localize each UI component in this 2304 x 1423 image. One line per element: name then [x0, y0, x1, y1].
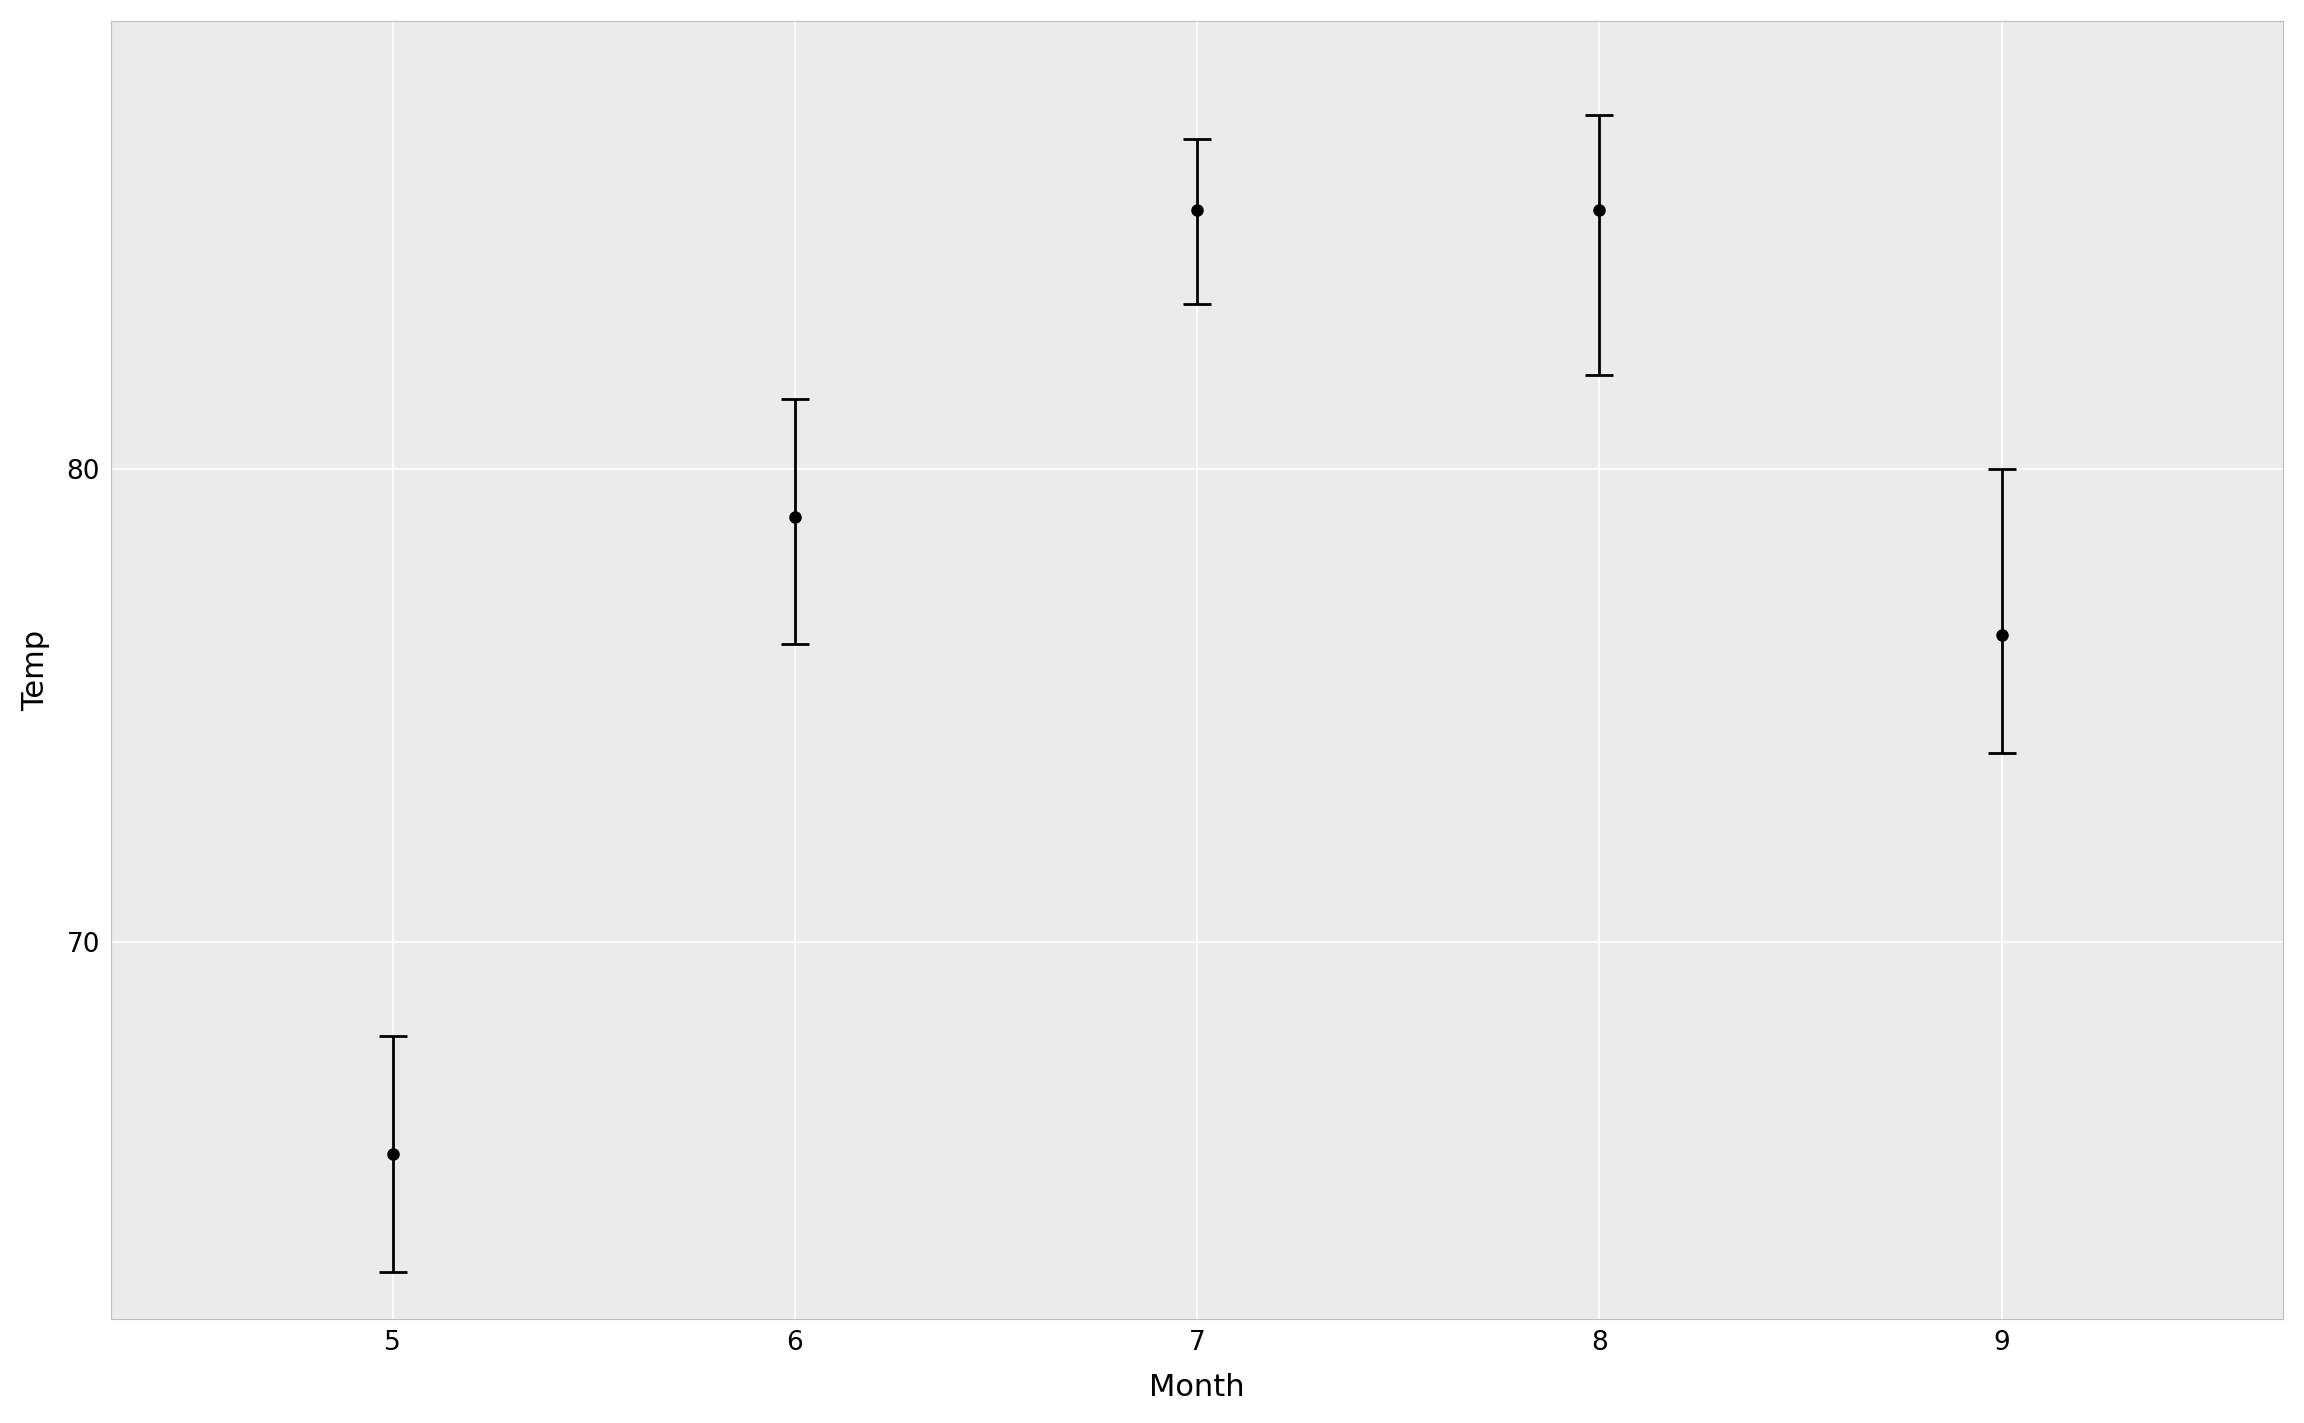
X-axis label: Month: Month [1150, 1373, 1244, 1402]
Y-axis label: Temp: Temp [21, 629, 51, 710]
